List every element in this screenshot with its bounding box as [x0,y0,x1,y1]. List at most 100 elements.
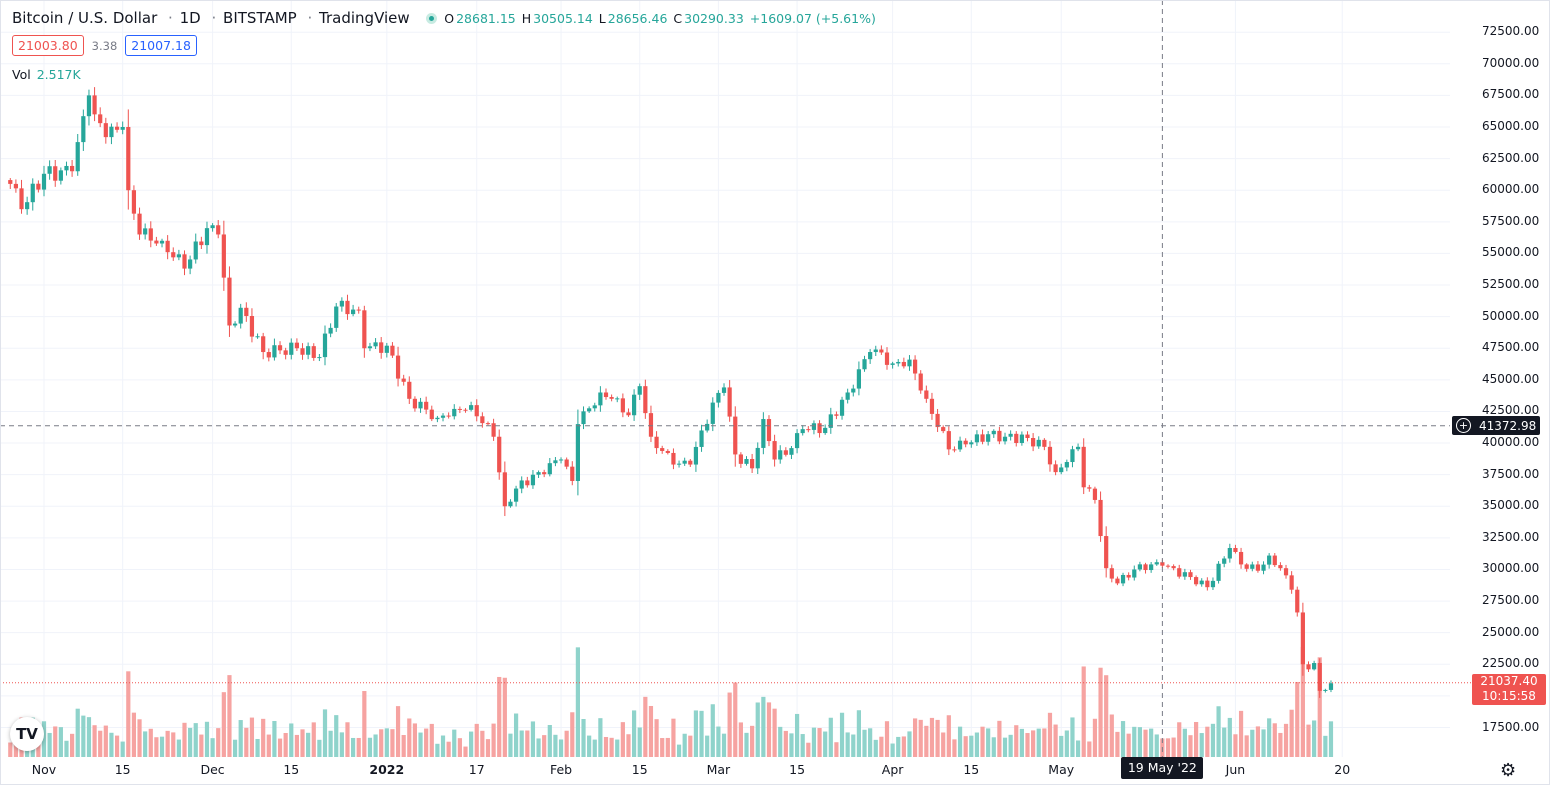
candle[interactable] [1250,561,1255,572]
candle[interactable] [991,429,996,438]
candle[interactable] [1064,459,1069,472]
candle[interactable] [491,418,496,441]
candle[interactable] [92,87,97,122]
candle[interactable] [1295,586,1300,617]
candle[interactable] [733,406,738,467]
candle[interactable] [592,402,597,412]
candle[interactable] [1199,578,1204,587]
candle[interactable] [446,412,451,419]
candle[interactable] [575,409,580,496]
candle[interactable] [676,460,682,468]
candle[interactable] [429,405,434,422]
candle[interactable] [277,341,283,355]
candle[interactable] [204,221,210,254]
candle[interactable] [570,461,575,486]
candle[interactable] [688,459,693,467]
candle[interactable] [755,442,760,475]
symbol-name[interactable]: Bitcoin / U.S. Dollar [12,9,158,27]
candle[interactable] [1278,562,1283,571]
candle[interactable] [367,342,373,352]
candle[interactable] [823,424,828,435]
candle[interactable] [1115,576,1120,586]
candle[interactable] [418,397,423,413]
candle[interactable] [1188,569,1193,580]
candle[interactable] [750,453,755,474]
candle[interactable] [1300,602,1305,676]
candle[interactable] [1227,543,1232,563]
candle[interactable] [1312,660,1317,671]
candle[interactable] [424,396,429,415]
candle[interactable] [47,160,52,180]
candle[interactable] [384,342,389,358]
candle[interactable] [188,255,193,275]
candle[interactable] [1025,431,1030,442]
candle[interactable] [1092,486,1098,504]
candle[interactable] [25,196,30,215]
candle[interactable] [412,396,418,412]
candle[interactable] [603,388,609,400]
candle[interactable] [997,426,1002,445]
candle[interactable] [626,408,631,417]
candle[interactable] [19,179,24,214]
candle[interactable] [1109,564,1114,583]
candle[interactable] [766,415,772,447]
candle[interactable] [114,122,120,133]
candle[interactable] [929,392,935,420]
candle[interactable] [1182,568,1187,580]
candle[interactable] [317,353,322,362]
candle[interactable] [913,355,918,381]
candle[interactable] [1070,445,1075,468]
candle[interactable] [137,207,142,240]
candle[interactable] [839,396,845,420]
plus-circle-icon[interactable]: + [1456,418,1471,434]
candle[interactable] [75,133,80,176]
candle[interactable] [339,297,344,312]
candle[interactable] [86,89,92,126]
candle[interactable] [452,404,457,420]
candle[interactable] [581,406,586,430]
candle[interactable] [351,304,356,317]
candle[interactable] [154,236,159,246]
candle[interactable] [70,159,75,177]
candle[interactable] [300,343,305,360]
candle[interactable] [789,445,794,460]
candle[interactable] [553,457,558,467]
candle[interactable] [974,430,980,446]
candle[interactable] [474,399,479,422]
candle[interactable] [738,452,743,468]
candle[interactable] [946,426,951,456]
candle[interactable] [1149,562,1154,573]
candle[interactable] [615,396,620,403]
candle[interactable] [873,345,878,357]
candle[interactable] [744,456,749,466]
candle[interactable] [542,469,547,478]
candle[interactable] [379,337,384,359]
candle[interactable] [322,325,328,366]
candle[interactable] [401,374,406,386]
candle[interactable] [502,461,507,517]
candle[interactable] [120,121,125,135]
candle[interactable] [1098,491,1103,542]
candle[interactable] [924,385,929,403]
candle[interactable] [435,415,440,423]
candle[interactable] [193,233,198,264]
candle[interactable] [1171,564,1176,571]
candle[interactable] [148,221,153,248]
candle[interactable] [817,420,822,438]
candle[interactable] [1104,526,1109,578]
candle[interactable] [356,306,361,314]
candle[interactable] [58,167,63,185]
candle[interactable] [1132,565,1137,581]
candle[interactable] [1283,564,1289,579]
candle[interactable] [1323,688,1328,693]
candle[interactable] [727,380,732,422]
candle[interactable] [609,394,614,402]
candle[interactable] [227,266,232,337]
candle[interactable] [941,425,946,434]
candle[interactable] [497,429,502,480]
candle[interactable] [721,383,727,396]
candle[interactable] [637,383,642,400]
candle[interactable] [811,420,817,435]
candle[interactable] [64,161,69,176]
candle[interactable] [1317,658,1322,698]
